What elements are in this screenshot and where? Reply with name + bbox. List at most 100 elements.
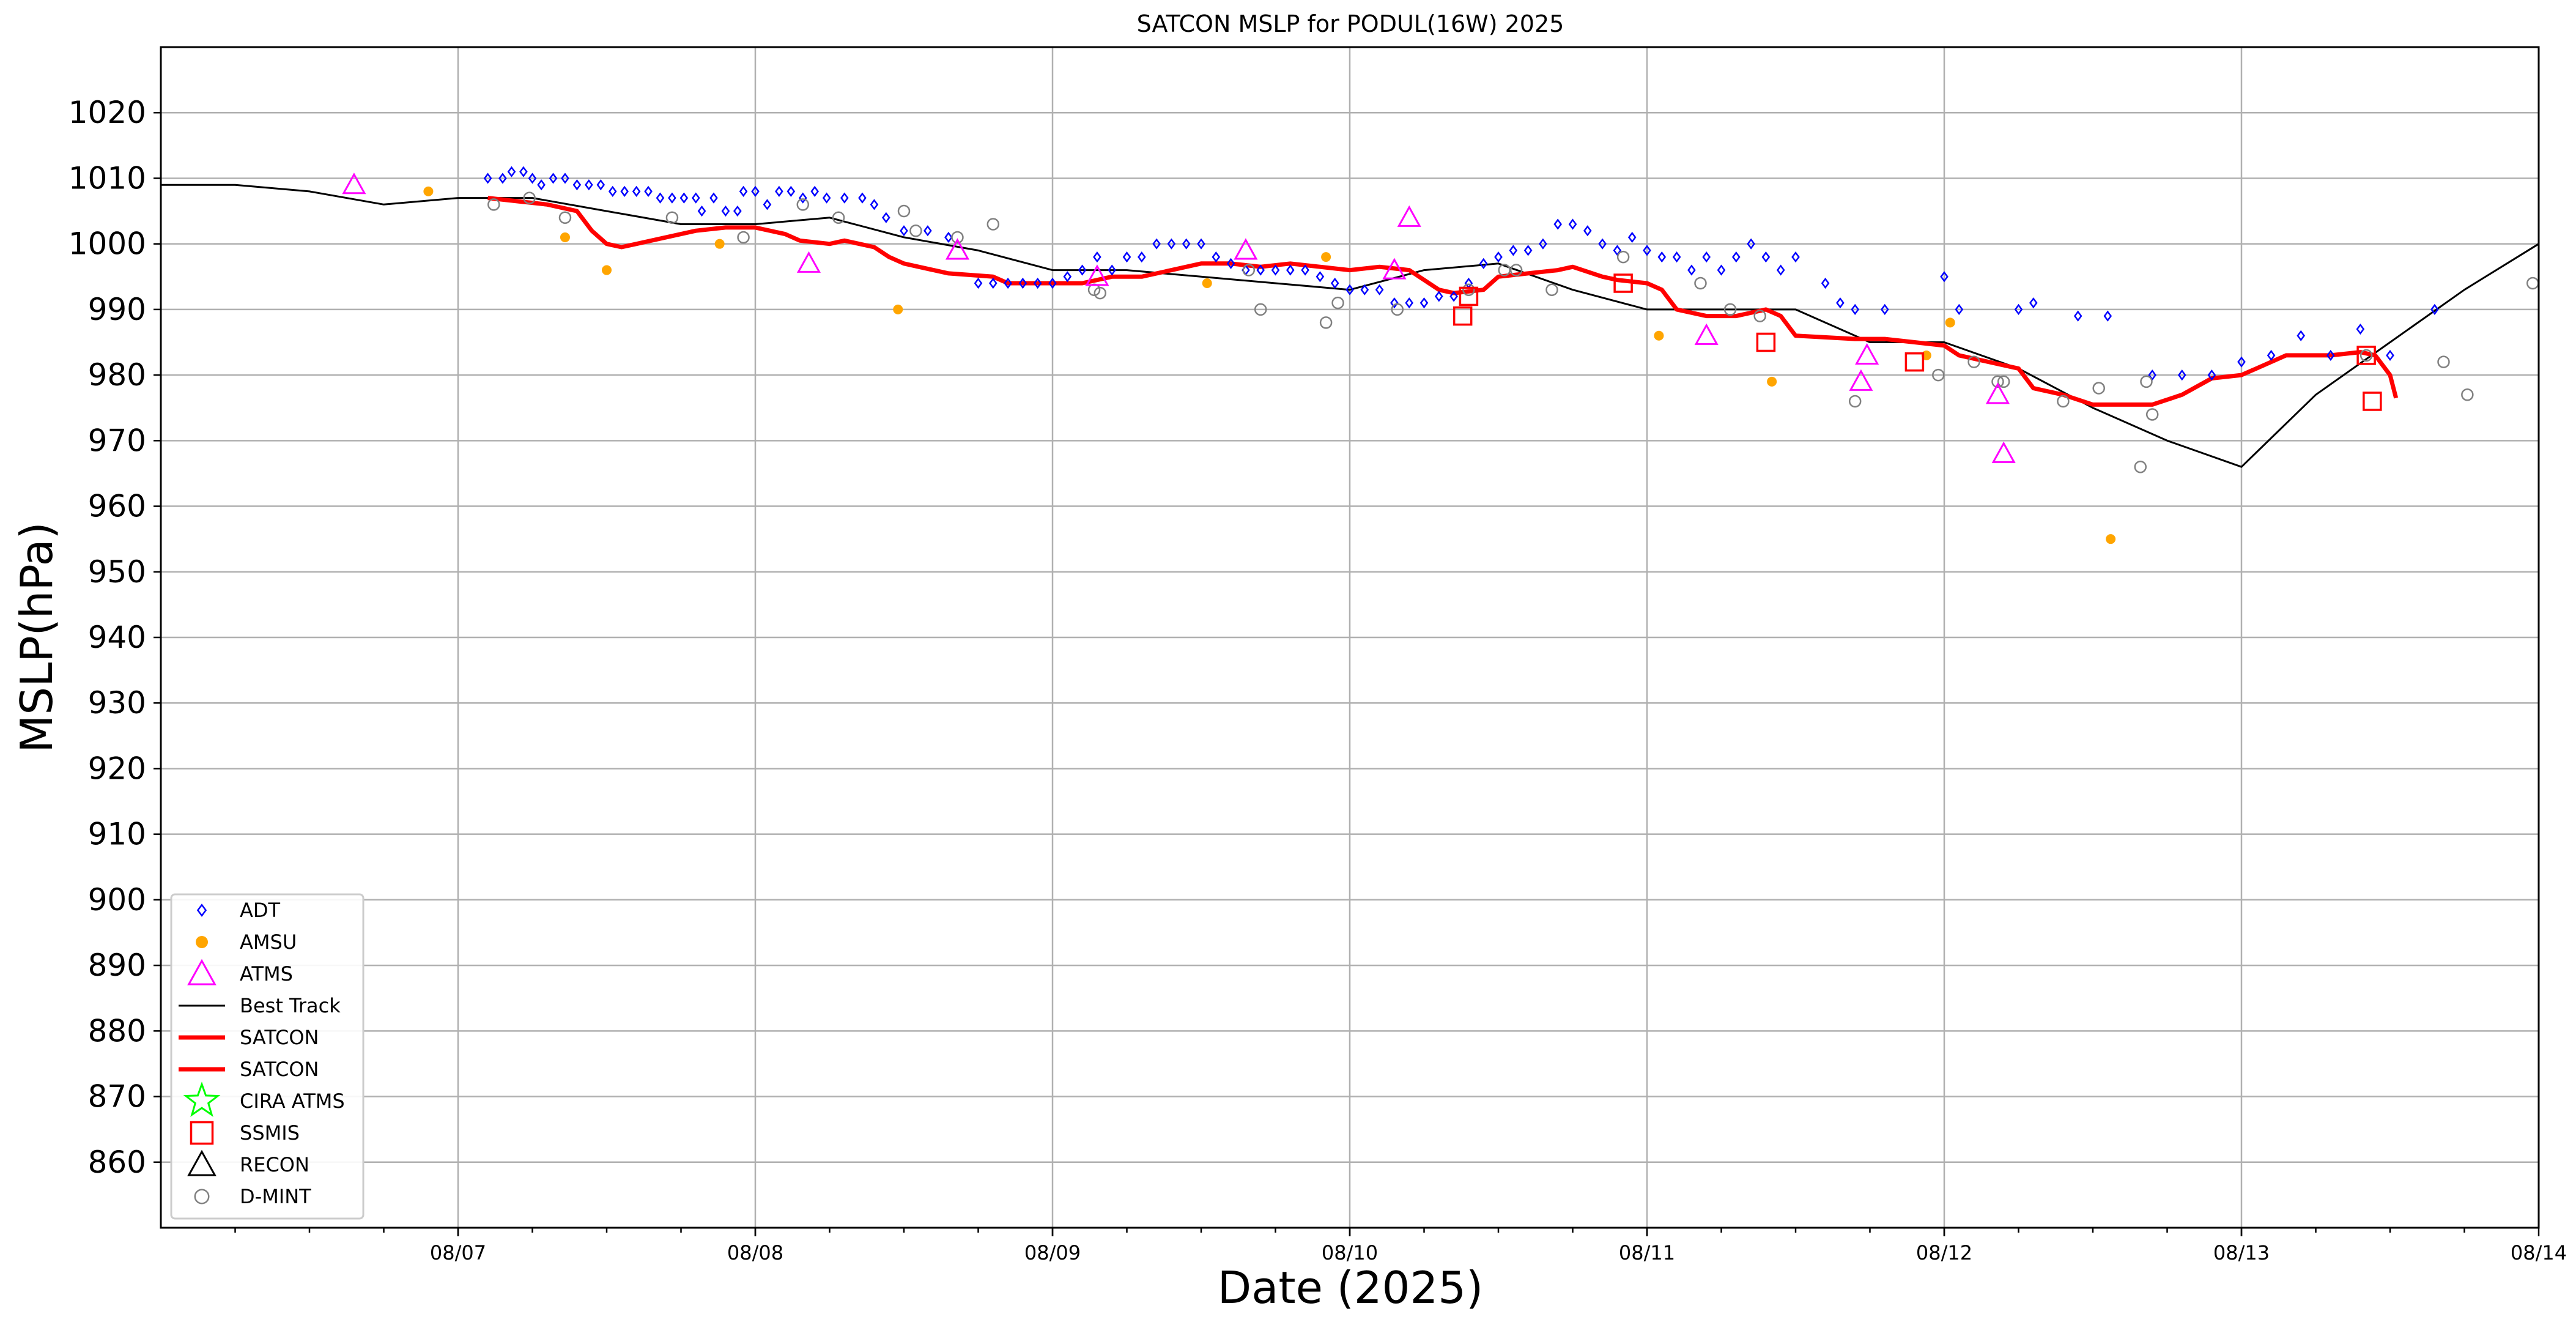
- amsu-point: [602, 265, 612, 275]
- adt-point: [1687, 264, 1696, 276]
- legend-box: [170, 893, 365, 1220]
- adt-point: [1093, 251, 1101, 263]
- adt-point: [585, 179, 593, 191]
- adt-point: [900, 225, 908, 237]
- adt-point: [1702, 251, 1711, 263]
- d-mint-point: [1254, 303, 1267, 316]
- y-tick-label: 870: [88, 1079, 146, 1115]
- legend-marker-atms: [187, 959, 217, 985]
- adt-point: [1479, 258, 1488, 269]
- adt-point: [1657, 251, 1667, 263]
- y-tick-label: 930: [88, 685, 146, 721]
- d-mint-point: [951, 231, 964, 244]
- amsu-point: [1654, 330, 1664, 341]
- atms-point: [342, 173, 366, 195]
- y-tick-label: 960: [88, 489, 146, 524]
- d-mint-point: [1509, 264, 1523, 277]
- atms-point: [1694, 323, 1719, 345]
- amsu-point: [1767, 376, 1777, 387]
- y-tick-label: 940: [88, 620, 146, 655]
- y-tick-label: 910: [88, 817, 146, 852]
- adt-point: [2207, 369, 2216, 381]
- atms-point: [1382, 258, 1407, 280]
- adt-point: [2148, 369, 2157, 381]
- adt-point: [786, 185, 796, 197]
- x-tick-label: 08/09: [1024, 1241, 1081, 1264]
- adt-point: [1018, 277, 1027, 289]
- adt-point: [2386, 349, 2394, 362]
- d-mint-point: [1545, 283, 1558, 296]
- y-tick-label: 970: [88, 423, 146, 458]
- amsu-point: [893, 304, 903, 314]
- adt-point: [2014, 303, 2023, 315]
- adt-point: [1182, 238, 1191, 250]
- d-mint-point: [832, 211, 845, 225]
- adt-point: [644, 185, 653, 197]
- d-mint-point: [2057, 395, 2070, 408]
- adt-point: [572, 179, 582, 191]
- d-mint-point: [1753, 310, 1766, 322]
- legend-label-satcon: SATCON: [240, 1058, 319, 1081]
- adt-point: [1717, 264, 1726, 276]
- adt-point: [2177, 369, 2186, 381]
- adt-point: [1405, 297, 1414, 309]
- adt-point: [1078, 264, 1087, 276]
- atms-point: [1397, 205, 1421, 227]
- adt-point: [1598, 238, 1607, 250]
- atms-series: [342, 173, 2016, 463]
- adt-point: [1880, 303, 1889, 315]
- d-mint-point: [2359, 349, 2373, 362]
- adt-point: [668, 192, 676, 204]
- legend-label-adt: ADT: [240, 899, 281, 922]
- adt-point: [870, 199, 879, 210]
- adt-point: [2326, 349, 2335, 362]
- adt-point: [858, 192, 867, 204]
- d-mint-point: [2461, 388, 2474, 401]
- adt-point: [519, 166, 528, 177]
- adt-point: [1360, 284, 1369, 295]
- adt-point: [1048, 277, 1057, 289]
- adt-point: [739, 185, 748, 197]
- legend-marker-d-mint: [194, 1189, 210, 1204]
- legend-label-cira-atms: CIRA ATMS: [240, 1089, 345, 1113]
- adt-point: [1627, 231, 1637, 243]
- adt-point: [1256, 264, 1265, 276]
- d-mint-point: [1997, 375, 2010, 388]
- satcon-line: [487, 196, 2399, 407]
- adt-point: [679, 192, 689, 204]
- adt-point: [974, 277, 983, 289]
- d-mint-point: [1391, 303, 1404, 316]
- x-tick-label: 08/13: [2213, 1241, 2270, 1264]
- adt-point: [1643, 245, 1651, 256]
- y-tick-label: 890: [88, 948, 146, 983]
- amsu-point: [2106, 534, 2116, 544]
- d-mint-point: [1848, 395, 1862, 408]
- amsu-point: [560, 232, 570, 242]
- y-tick-label: 980: [88, 357, 146, 393]
- adt-point: [810, 185, 820, 197]
- amsu-series: [423, 186, 2116, 544]
- adt-point: [775, 185, 783, 197]
- legend-marker-cira-atms: [183, 1082, 221, 1117]
- adt-point: [1033, 277, 1042, 289]
- adt-point: [1375, 284, 1384, 295]
- adt-point: [596, 179, 605, 191]
- adt-point: [1212, 251, 1221, 263]
- adt-point: [1390, 297, 1399, 309]
- y-tick-label: 900: [88, 882, 146, 918]
- ssmis-point: [1453, 306, 1473, 326]
- adt-point: [1761, 251, 1771, 263]
- adt-point: [1613, 245, 1622, 256]
- adt-point: [608, 185, 617, 197]
- adt-point: [840, 192, 849, 204]
- adt-point: [1731, 251, 1741, 263]
- y-tick-label: 1000: [68, 226, 146, 262]
- d-mint-point: [737, 231, 750, 244]
- amsu-point: [714, 239, 725, 249]
- adt-point: [882, 212, 890, 223]
- adt-point: [751, 185, 760, 197]
- ssmis-series: [1453, 273, 2382, 411]
- y-tick-label: 880: [88, 1013, 146, 1048]
- adt-point: [1955, 303, 1964, 315]
